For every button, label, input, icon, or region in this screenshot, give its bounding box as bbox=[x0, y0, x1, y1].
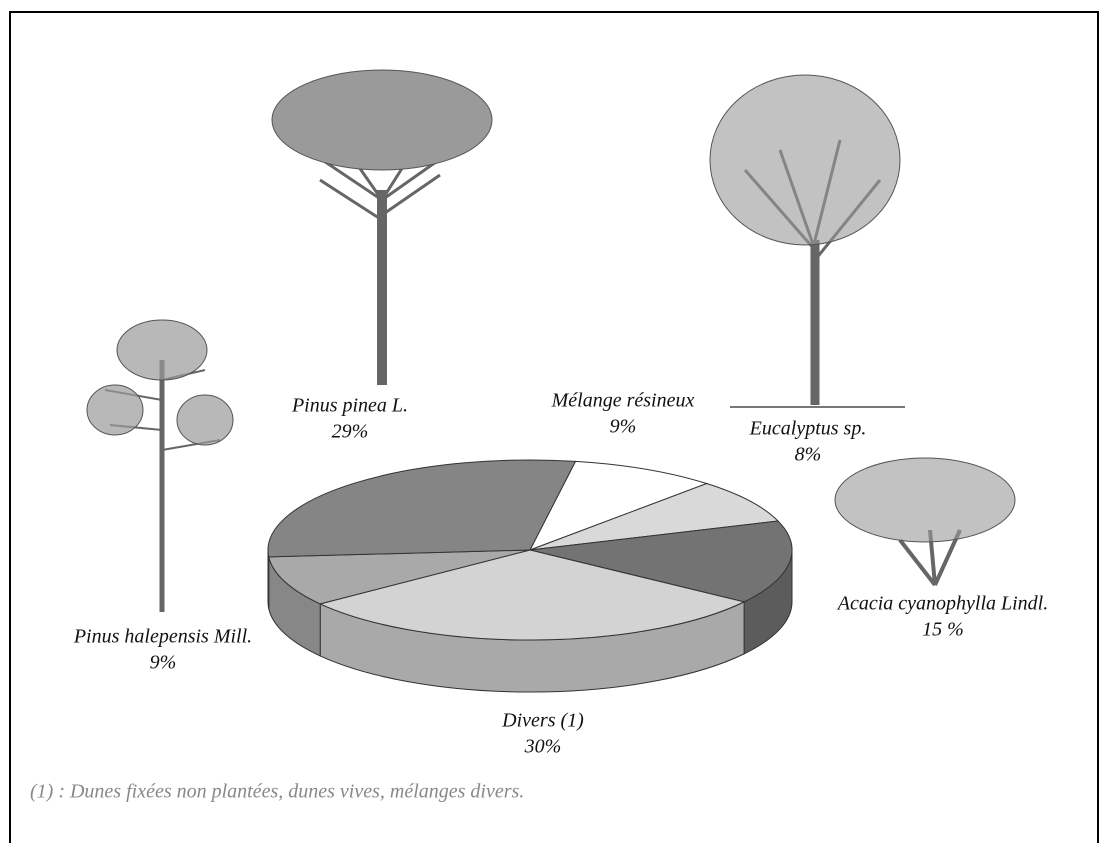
slice-label: Mélange résineux bbox=[551, 390, 695, 412]
chart: (1) : Dunes fixées non plantées, dunes v… bbox=[0, 0, 1110, 843]
tree-eucalyptus bbox=[710, 75, 905, 407]
slice-label: Eucalyptus sp. bbox=[749, 418, 867, 440]
tree-halepensis bbox=[87, 320, 233, 612]
slice-label: Pinus halepensis Mill. bbox=[73, 626, 252, 648]
footnote: (1) : Dunes fixées non plantées, dunes v… bbox=[30, 781, 524, 803]
tree-pinea bbox=[272, 70, 492, 385]
slice-value-label: 9% bbox=[150, 652, 177, 674]
slice-label: Acacia cyanophylla Lindl. bbox=[836, 593, 1049, 615]
slice-label: Pinus pinea L. bbox=[291, 395, 408, 417]
slice-label: Divers (1) bbox=[501, 710, 584, 732]
slice-value-label: 15 % bbox=[922, 619, 964, 641]
slice-value-label: 29% bbox=[332, 421, 369, 443]
slice-value-label: 8% bbox=[795, 444, 822, 466]
pie-slice-side bbox=[268, 550, 269, 609]
tree-acacia bbox=[835, 458, 1015, 585]
slice-value-label: 30% bbox=[524, 736, 562, 758]
pie-slice bbox=[268, 460, 575, 557]
slice-value-label: 9% bbox=[610, 416, 637, 438]
